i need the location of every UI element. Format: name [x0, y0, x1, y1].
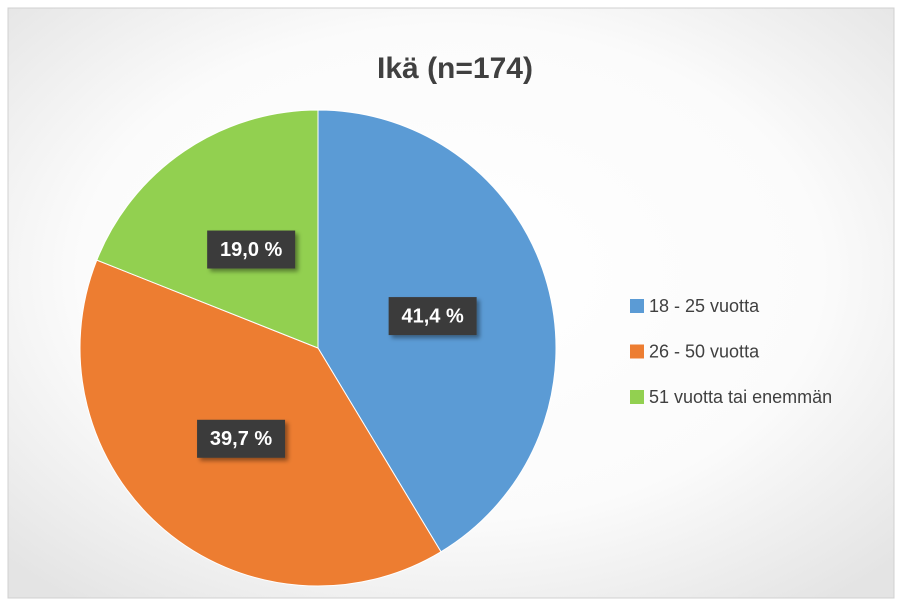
legend-label: 18 - 25 vuotta	[649, 296, 760, 316]
data-label-box	[388, 297, 477, 336]
legend-swatch	[630, 390, 644, 404]
pie-slice	[96, 109, 319, 349]
data-label: 41,4 %	[388, 297, 477, 336]
data-label-text: 41,4 %	[402, 305, 464, 327]
legend-swatch	[630, 344, 644, 359]
legend-label: 51 vuotta tai enemmän	[649, 387, 832, 407]
legend-swatch	[630, 299, 644, 313]
data-label-text: 19,0 %	[220, 239, 282, 261]
chart-title: Ikä (n=174)	[377, 52, 533, 85]
data-label: 39,7 %	[197, 419, 286, 458]
legend-label: 26 - 50 vuotta	[649, 341, 760, 361]
data-label-box	[207, 230, 296, 269]
data-label-box	[197, 419, 286, 458]
data-label-text: 39,7 %	[210, 428, 272, 450]
data-label: 19,0 %	[207, 230, 296, 269]
